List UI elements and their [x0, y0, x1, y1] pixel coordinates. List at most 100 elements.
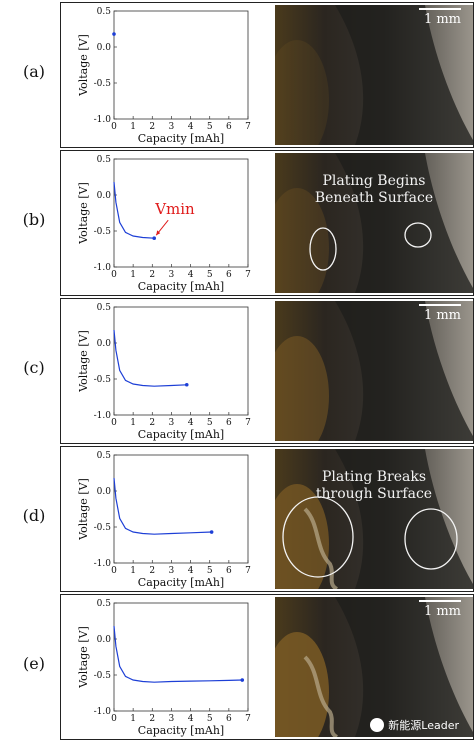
micrograph-photo: 1 mm 新能源Leader: [275, 597, 473, 737]
x-tick-label: 2: [149, 122, 155, 132]
y-tick-label: -0.5: [94, 375, 112, 385]
y-tick-label: 0.0: [97, 487, 112, 497]
y-tick-label: -0.5: [94, 79, 112, 89]
x-axis-label: Capacity [mAh]: [138, 280, 224, 293]
y-tick-label: 0.5: [97, 599, 112, 609]
micrograph-photo: Plating Breaks through Surface: [275, 449, 473, 589]
x-tick-label: 5: [207, 714, 213, 724]
annotation-line: Plating Begins: [322, 173, 426, 189]
x-tick-label: 3: [169, 122, 175, 132]
voltage-chart: 0 1 2 3 4 5 6 7 0.5 0.0 -0.5 -1.0 Capacity [mAh] Volt…: [77, 599, 251, 737]
scale-label: 1 mm: [423, 604, 461, 619]
x-tick-label: 4: [188, 714, 194, 724]
voltage-series-line: [113, 329, 187, 387]
scale-bar: [419, 600, 461, 602]
y-tick-label: 0.5: [97, 451, 112, 461]
scale-bar: [419, 8, 461, 10]
y-tick-label: -1.0: [94, 559, 112, 569]
y-tick-label: 0.0: [97, 191, 112, 201]
annotation-line: through Surface: [315, 486, 433, 502]
x-tick-label: 5: [207, 418, 213, 428]
x-tick-label: 0: [111, 714, 117, 724]
x-tick-label: 2: [149, 566, 155, 576]
x-tick-label: 7: [245, 122, 251, 132]
micrograph-photo: Plating Begins Beneath Surface: [275, 153, 473, 293]
x-tick-label: 6: [226, 714, 232, 724]
y-tick-label: -0.5: [94, 523, 112, 533]
x-tick-label: 2: [149, 418, 155, 428]
panel-c: 0 1 2 3 4 5 6 7 0.5 0.0 -0.5 -1.0 Capacity [mAh] Volt…: [60, 298, 474, 444]
x-tick-label: 6: [226, 418, 232, 428]
x-tick-label: 3: [169, 418, 175, 428]
panel-label: (b): [22, 210, 46, 229]
y-tick-label: -0.5: [94, 671, 112, 681]
current-point-marker: [152, 236, 156, 240]
current-point-marker: [112, 32, 116, 36]
y-axis-label: Voltage [V]: [77, 330, 90, 393]
x-tick-label: 4: [188, 122, 194, 132]
y-tick-label: 0.0: [97, 339, 112, 349]
voltage-chart: 0 1 2 3 4 5 6 7 0.5 0.0 -0.5 -1.0 Capacity [mAh] Volt…: [77, 155, 251, 293]
watermark-text: 新能源Leader: [388, 719, 459, 732]
y-tick-label: 0.5: [97, 303, 112, 313]
plating-annotation: Plating Begins Beneath Surface: [275, 173, 473, 207]
x-tick-label: 1: [130, 270, 136, 280]
x-tick-label: 0: [111, 270, 117, 280]
panel-d: 0 1 2 3 4 5 6 7 0.5 0.0 -0.5 -1.0 Capacity [mAh] Volt…: [60, 446, 474, 592]
highlight-ellipse: [404, 508, 458, 570]
current-point-marker: [240, 678, 245, 682]
plot-frame: [113, 158, 249, 268]
highlight-ellipse: [309, 227, 337, 271]
x-tick-label: 0: [111, 418, 117, 428]
y-tick-label: -1.0: [94, 411, 112, 421]
plot-frame: [113, 454, 249, 564]
x-tick-label: 7: [245, 418, 251, 428]
vmin-annotation: Vmin: [154, 200, 195, 236]
x-tick-label: 1: [130, 418, 136, 428]
highlight-ellipse: [404, 222, 432, 248]
x-axis-label: Capacity [mAh]: [138, 576, 224, 589]
x-tick-label: 4: [188, 418, 194, 428]
plot-frame: [113, 306, 249, 416]
panel-a: 0 1 2 3 4 5 6 7 0.5 0.0 -0.5 -1.0 Capacity [mAh] Volt…: [60, 2, 474, 148]
scale-label: 1 mm: [423, 308, 461, 323]
y-tick-label: 0.0: [97, 43, 112, 53]
x-tick-label: 1: [130, 566, 136, 576]
x-tick-label: 3: [169, 270, 175, 280]
plating-annotation: Plating Breaks through Surface: [275, 469, 473, 503]
y-axis-label: Voltage [V]: [77, 626, 90, 689]
x-tick-label: 0: [111, 122, 117, 132]
voltage-series-line: [113, 477, 212, 535]
voltage-chart: 0 1 2 3 4 5 6 7 0.5 0.0 -0.5 -1.0 Capacity [mAh] Volt…: [77, 7, 251, 145]
y-tick-label: -1.0: [94, 707, 112, 717]
wechat-icon: [370, 718, 385, 732]
x-tick-label: 3: [169, 714, 175, 724]
watermark: 新能源Leader: [370, 717, 459, 733]
x-tick-label: 7: [245, 566, 251, 576]
x-axis-label: Capacity [mAh]: [138, 132, 224, 145]
x-tick-label: 1: [130, 122, 136, 132]
panel-b: 0 1 2 3 4 5 6 7 0.5 0.0 -0.5 -1.0 Capacity [mAh] Volt…: [60, 150, 474, 296]
y-axis-label: Voltage [V]: [77, 182, 90, 245]
x-tick-label: 3: [169, 566, 175, 576]
scale-label: 1 mm: [423, 12, 461, 27]
voltage-chart: 0 1 2 3 4 5 6 7 0.5 0.0 -0.5 -1.0 Capacity [mAh] Volt…: [77, 303, 251, 441]
plot-frame: [113, 602, 249, 712]
voltage-chart: 0 1 2 3 4 5 6 7 0.5 0.0 -0.5 -1.0 Capacity [mAh] Volt…: [77, 451, 251, 589]
panel-e: 0 1 2 3 4 5 6 7 0.5 0.0 -0.5 -1.0 Capacity [mAh] Volt…: [60, 594, 474, 740]
y-tick-label: 0.0: [97, 635, 112, 645]
scale-bar: [419, 304, 461, 306]
x-tick-label: 6: [226, 566, 232, 576]
x-tick-label: 2: [149, 270, 155, 280]
x-tick-label: 4: [188, 270, 194, 280]
x-tick-label: 7: [245, 714, 251, 724]
x-axis-label: Capacity [mAh]: [138, 724, 224, 737]
x-tick-label: 4: [188, 566, 194, 576]
highlight-ellipse: [282, 496, 354, 578]
x-tick-label: 6: [226, 122, 232, 132]
voltage-series-line: [113, 625, 243, 683]
x-tick-label: 7: [245, 270, 251, 280]
x-tick-label: 5: [207, 122, 213, 132]
x-tick-label: 0: [111, 566, 117, 576]
